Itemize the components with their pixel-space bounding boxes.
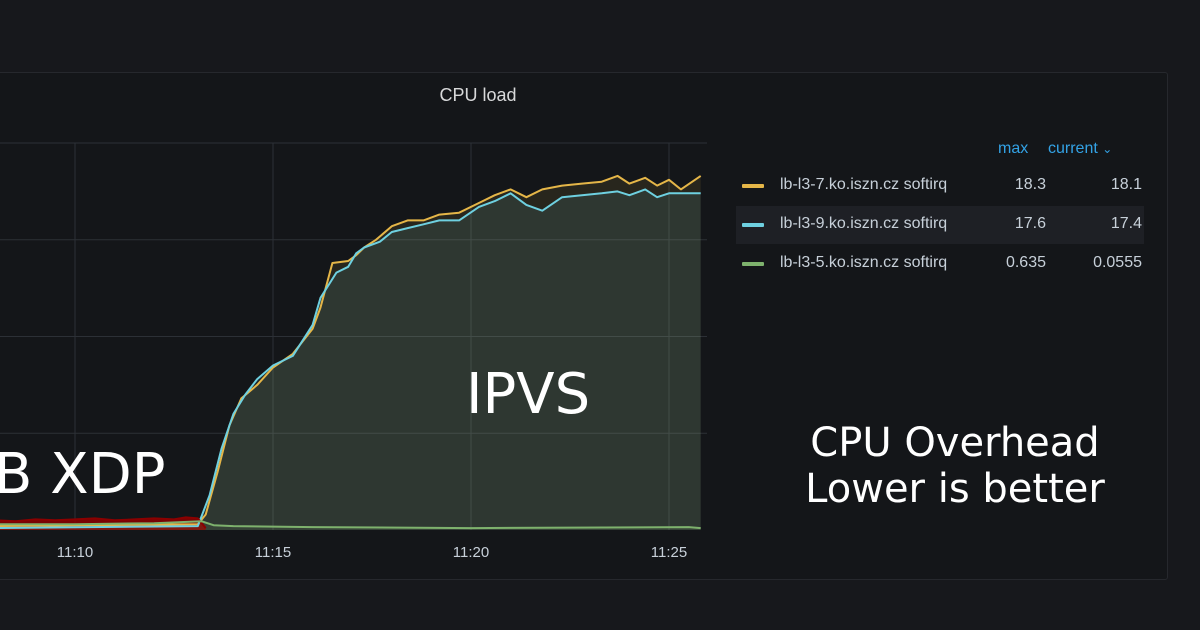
x-axis-ticks: 11:10 11:15 11:20 11:25 — [57, 544, 687, 561]
legend-swatch — [742, 262, 764, 266]
legend-current-value: 17.4 — [1110, 215, 1142, 232]
panel-title[interactable]: CPU load — [439, 85, 517, 105]
overhead-note: CPU Overhead Lower is better — [740, 420, 1170, 512]
graph-panel — [0, 72, 1168, 580]
x-tick-label: 11:15 — [255, 544, 291, 561]
x-tick-label: 11:20 — [453, 544, 489, 561]
x-tick-label: 11:25 — [651, 544, 687, 561]
chevron-down-icon: ⌄ — [1102, 142, 1113, 156]
series-line — [0, 516, 207, 529]
series-area — [0, 189, 701, 530]
series-line — [0, 188, 701, 530]
series-area — [0, 175, 701, 530]
overhead-note-line1: CPU Overhead — [810, 420, 1100, 466]
legend-series-name: lb-l3-7.ko.iszn.cz softirq — [780, 176, 948, 193]
legend-swatch — [742, 184, 764, 188]
legend-max-value: 0.635 — [1005, 254, 1046, 271]
ipvs-label: IPVS — [466, 362, 591, 427]
legend-series-name: lb-l3-9.ko.iszn.cz softirq — [780, 215, 948, 232]
legend-row[interactable]: lb-l3-7.ko.iszn.cz softirq 18.3 18.1 — [736, 167, 1144, 205]
legend-max-value: 18.3 — [1014, 176, 1046, 193]
legend-row[interactable]: lb-l3-9.ko.iszn.cz softirq 17.6 17.4 — [736, 206, 1144, 244]
legend-header-max[interactable]: max — [998, 140, 1029, 157]
xdp-label: B XDP — [0, 442, 166, 507]
legend-swatch — [742, 223, 764, 227]
overhead-note-line2: Lower is better — [805, 466, 1105, 512]
series-line — [0, 520, 701, 530]
legend-current-value: 0.0555 — [1093, 254, 1142, 271]
legend-row[interactable]: lb-l3-5.ko.iszn.cz softirq 0.635 0.0555 — [736, 245, 1144, 283]
series-lines — [0, 174, 702, 530]
x-tick-label: 11:10 — [57, 544, 93, 561]
legend-max-value: 17.6 — [1014, 215, 1046, 232]
legend-header-current-label: current — [1048, 140, 1098, 157]
legend-current-value: 18.1 — [1110, 176, 1142, 193]
legend-series-name: lb-l3-5.ko.iszn.cz softirq — [780, 254, 948, 271]
series-line — [0, 174, 702, 528]
legend-header-current[interactable]: current ⌄ — [1048, 140, 1112, 158]
chart-grid — [0, 142, 707, 530]
